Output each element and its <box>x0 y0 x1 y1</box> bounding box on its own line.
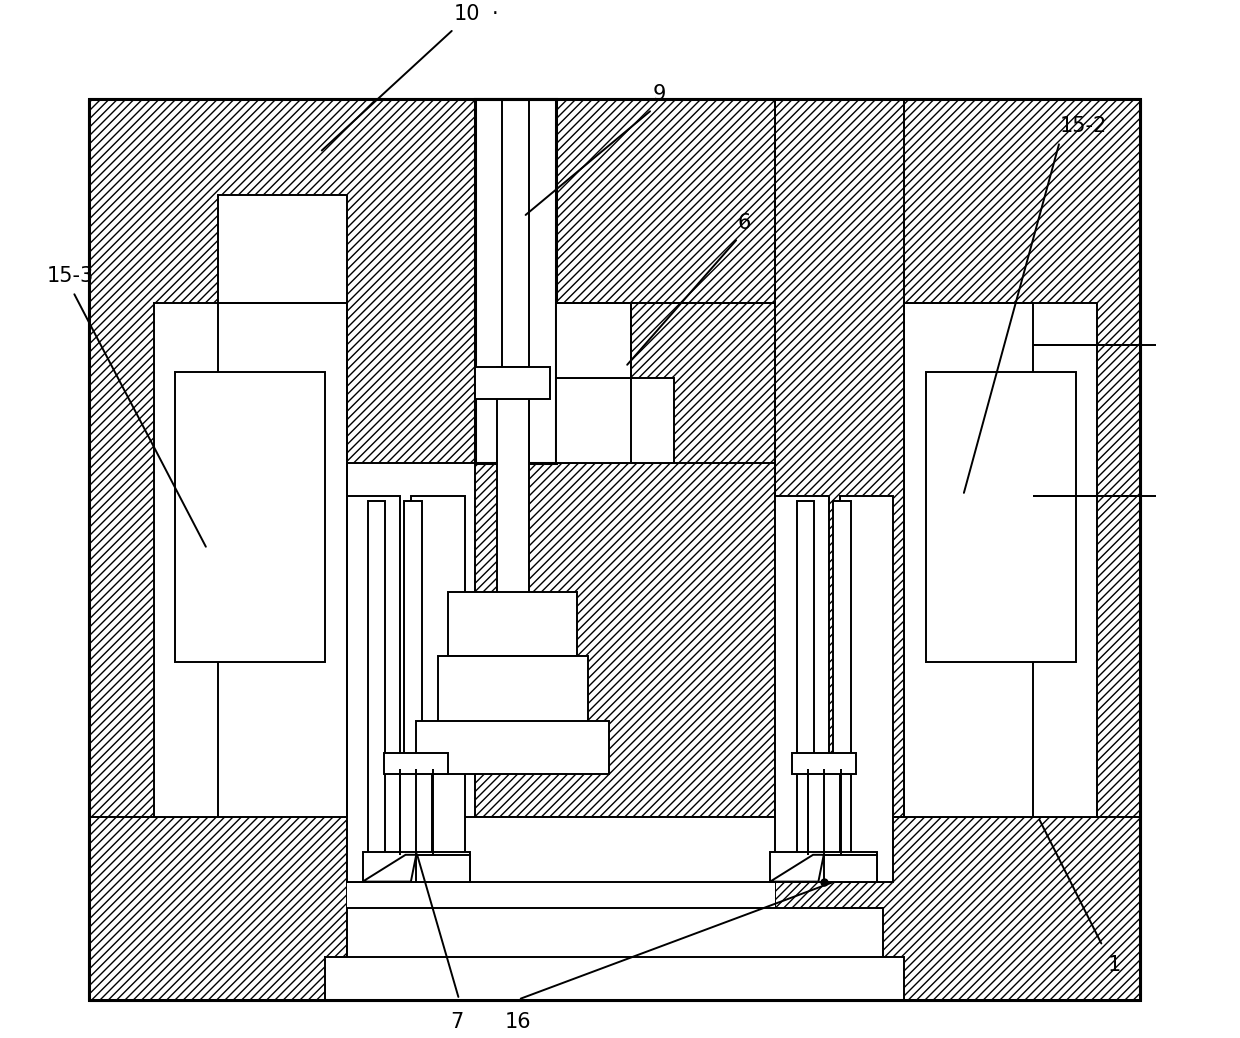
Bar <box>438 656 588 727</box>
Text: 15-2: 15-2 <box>1060 116 1107 136</box>
Bar <box>362 851 470 881</box>
Polygon shape <box>770 855 823 881</box>
Text: 6: 6 <box>738 213 751 233</box>
Bar <box>833 501 851 881</box>
Bar <box>839 495 894 881</box>
Bar <box>325 957 904 1000</box>
Bar <box>346 495 401 881</box>
Bar <box>904 302 1097 817</box>
Bar <box>154 313 346 817</box>
Polygon shape <box>775 99 1140 1000</box>
Bar <box>775 495 830 881</box>
Bar <box>497 366 528 603</box>
Bar <box>304 99 368 195</box>
Polygon shape <box>362 855 417 881</box>
Bar <box>346 908 883 962</box>
Bar <box>925 373 1076 662</box>
Polygon shape <box>823 855 878 881</box>
Bar <box>556 378 673 463</box>
Bar <box>475 366 551 399</box>
Polygon shape <box>218 99 475 302</box>
Text: 7: 7 <box>450 1012 464 1033</box>
Polygon shape <box>417 855 470 881</box>
Bar <box>449 592 577 656</box>
Bar <box>556 302 775 463</box>
Text: ·: · <box>491 4 498 24</box>
Bar <box>404 501 422 881</box>
Bar <box>154 302 346 817</box>
Polygon shape <box>218 195 346 302</box>
Bar <box>346 99 775 1000</box>
Bar <box>556 302 631 378</box>
Bar <box>368 501 386 881</box>
Text: 9: 9 <box>652 84 666 104</box>
Bar <box>384 753 449 774</box>
Bar <box>401 769 433 855</box>
Polygon shape <box>89 99 775 817</box>
Bar <box>346 817 883 881</box>
Bar <box>417 720 609 774</box>
Text: 16: 16 <box>505 1012 532 1033</box>
Text: 10: 10 <box>454 4 480 24</box>
Bar <box>475 99 556 463</box>
Bar <box>807 769 839 855</box>
Polygon shape <box>89 99 346 1000</box>
Bar <box>797 501 815 881</box>
Bar <box>791 753 856 774</box>
Bar <box>89 99 1140 1000</box>
Polygon shape <box>775 99 1140 817</box>
Text: 15-3: 15-3 <box>46 267 93 286</box>
Bar <box>175 373 325 662</box>
Text: 1: 1 <box>1109 955 1121 975</box>
Bar <box>770 851 878 881</box>
Bar <box>904 313 1097 817</box>
Bar <box>410 495 465 881</box>
